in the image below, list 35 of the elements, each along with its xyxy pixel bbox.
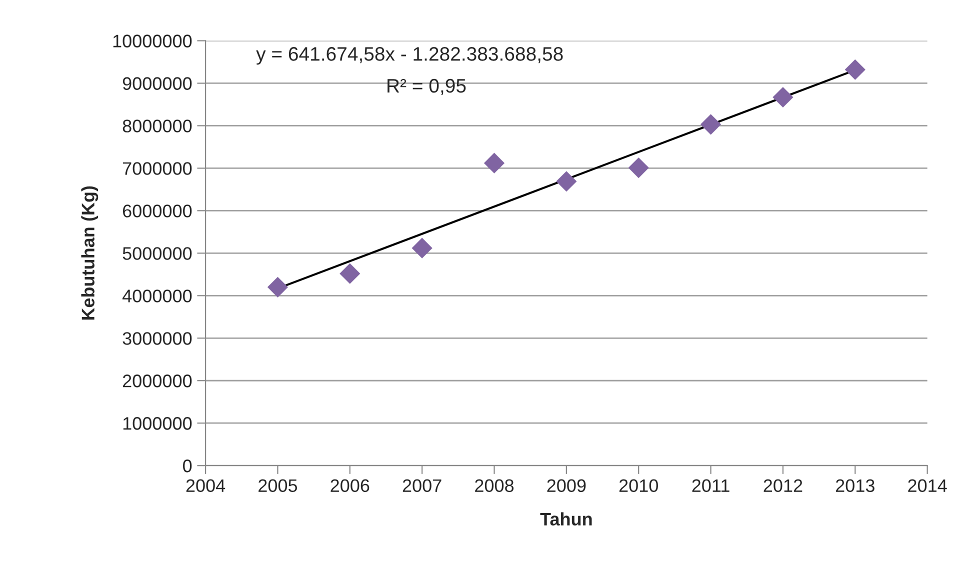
annotation: y = 641.674,58x - 1.282.383.688,58 — [256, 47, 563, 65]
point — [484, 152, 505, 174]
point — [340, 263, 360, 284]
y-tick-label: 2000000 — [122, 374, 192, 388]
y-tick-label: 8000000 — [122, 120, 192, 132]
x-tick-label: 2014 — [908, 479, 947, 492]
y-tick-label: 7000000 — [122, 162, 192, 175]
x-tick-label: 2011 — [692, 479, 730, 492]
y-tick-label: 0 — [183, 460, 192, 472]
x-tick-label: 2009 — [547, 479, 586, 492]
y-tick-label: 10000000 — [113, 34, 192, 48]
x-tick-label: 2010 — [619, 479, 658, 492]
x-axis-title: Tahun — [540, 512, 592, 526]
point — [412, 238, 432, 258]
point — [772, 86, 794, 108]
x-tick-label: 2006 — [330, 479, 370, 492]
y-tick-label: 6000000 — [122, 204, 192, 218]
y-axis-title: Kebutuhan (Kg) — [81, 186, 98, 320]
x-tick-label: 2008 — [475, 479, 514, 492]
x-tick-label: 2004 — [186, 479, 226, 492]
y-tick-label: 9000000 — [122, 77, 192, 90]
point — [844, 59, 866, 80]
x-tick-label: 2007 — [402, 479, 442, 492]
y-tick-label: 4000000 — [122, 290, 192, 302]
y-tick-label: 3000000 — [122, 332, 192, 345]
point — [628, 157, 649, 178]
x-tick-label: 2013 — [836, 479, 874, 492]
point — [700, 114, 722, 135]
point — [556, 171, 577, 192]
x-tick-label: 2012 — [764, 479, 802, 492]
x-tick-label: 2005 — [258, 479, 298, 492]
annotation: R² = 0,95 — [388, 78, 466, 95]
y-tick-label: 5000000 — [122, 247, 192, 260]
point — [267, 276, 288, 298]
y-tick-label: 1000000 — [123, 417, 192, 430]
